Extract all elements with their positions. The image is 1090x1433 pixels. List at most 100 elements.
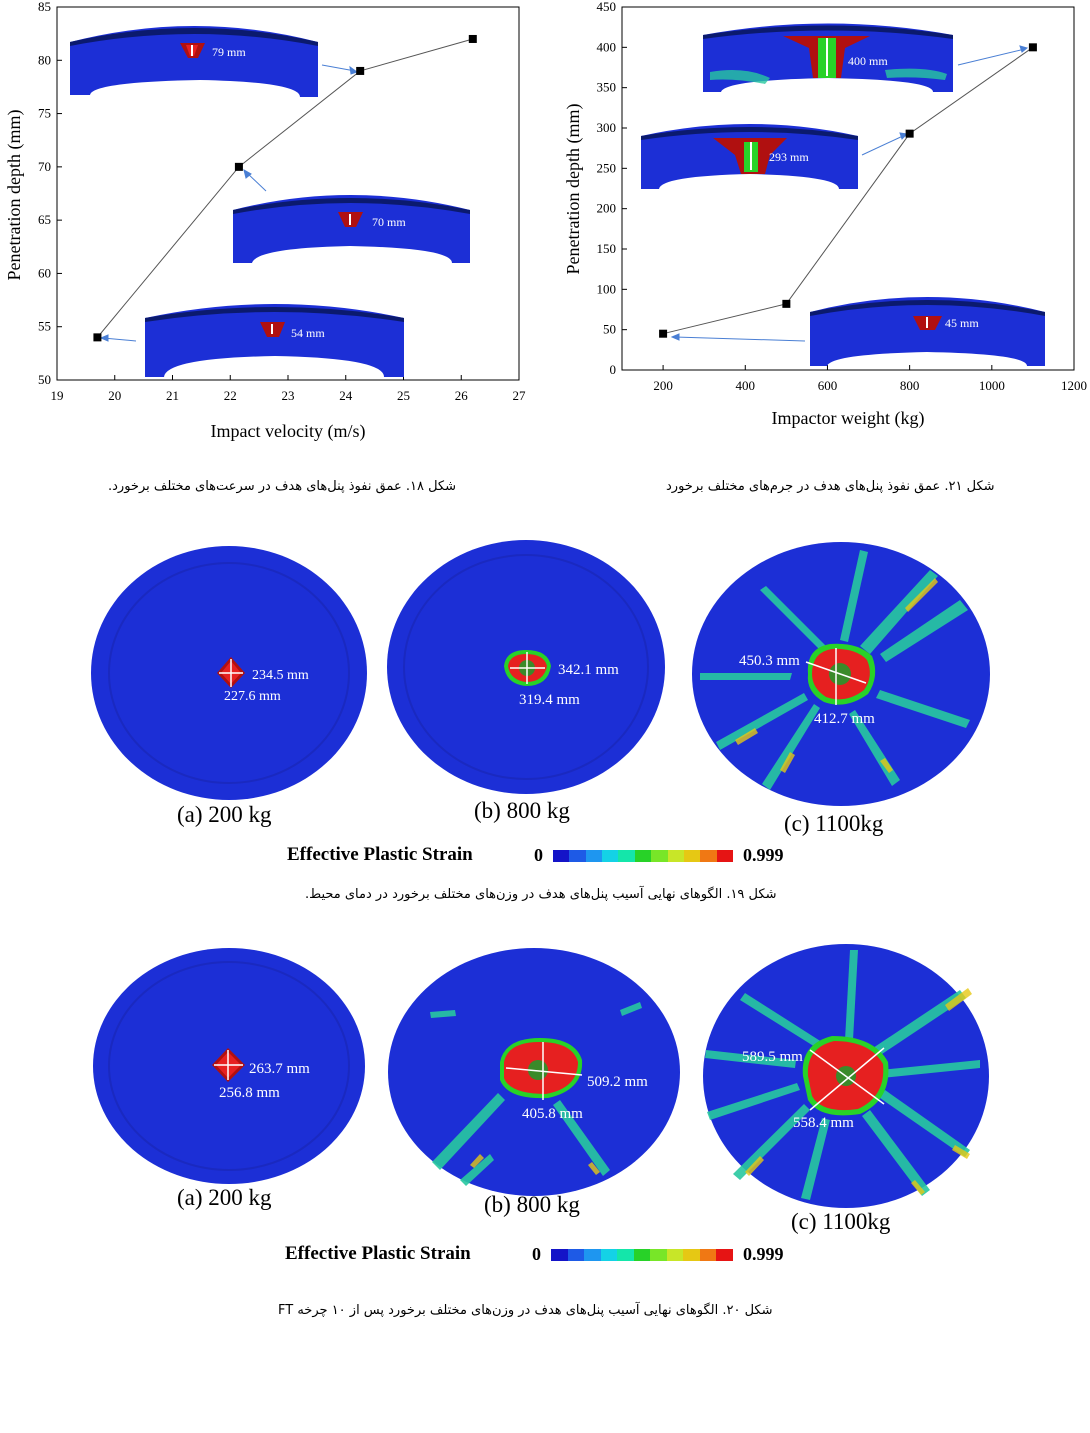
weight-y-tick-label: 0 [610, 362, 617, 377]
inset-panel-54: 54 mm [145, 304, 404, 377]
inset-panel-293: 293 mm [641, 124, 858, 189]
fig19-legend-max: 0.999 [743, 845, 784, 865]
weight-data-point [659, 329, 668, 338]
velocity-data-point [234, 162, 243, 171]
velocity-y-tick-label: 80 [38, 52, 51, 67]
panel-b-800kg: 509.2 mm 405.8 mm [388, 948, 680, 1196]
panel-c-dim2: 412.7 mm [814, 711, 875, 727]
inset-label-293: 293 mm [769, 150, 809, 164]
fig20-label-c: (c) 1100kg [791, 1209, 891, 1234]
inset-label-54: 54 mm [291, 326, 325, 340]
colorbar-segment [634, 850, 652, 862]
fig19-label-c: (c) 1100kg [784, 811, 884, 836]
caption-fig19: شکل ۱۹. الگوهای نهایی آسیب پنل‌های هدف د… [305, 887, 777, 902]
velocity-y-tick-label: 85 [38, 0, 51, 14]
velocity-x-tick-label: 22 [224, 388, 237, 403]
inset-label-45: 45 mm [945, 316, 979, 330]
velocity-data-point [356, 66, 365, 75]
fig19-legend-colorbar [553, 850, 733, 862]
colorbar-segment [618, 850, 635, 862]
colorbar-segment [585, 850, 603, 862]
colorbar-segment [650, 1249, 667, 1261]
fig20-legend-colorbar [551, 1249, 734, 1261]
panel-c-dim1: 589.5 mm [742, 1049, 803, 1065]
panel-b-dim2: 319.4 mm [519, 692, 580, 708]
panel-a-200kg: 263.7 mm 256.8 mm [93, 948, 365, 1184]
inset-panel-45: 45 mm [810, 297, 1045, 366]
velocity-x-tick-label: 25 [397, 388, 410, 403]
penetration-vs-weight-chart: 200 400 600 800 1000 1200 0 50 100 150 200 250 300 35… [563, 0, 1088, 429]
velocity-y-tick-label: 60 [38, 265, 51, 280]
weight-y-tick-label: 200 [597, 201, 617, 216]
weight-x-tick-label: 800 [900, 378, 920, 393]
weight-x-tick-label: 400 [736, 378, 756, 393]
velocity-x-tick-label: 26 [455, 388, 469, 403]
panel-b-dim2: 405.8 mm [522, 1106, 583, 1122]
colorbar-segment [553, 850, 570, 862]
panel-a-dim1: 234.5 mm [252, 668, 309, 683]
fig19-legend-min: 0 [534, 845, 543, 865]
velocity-y-tick-label: 70 [38, 159, 51, 174]
tick-layer: 200 400 600 800 1000 1200 0 50 100 150 200 250 300 35… [597, 0, 1088, 393]
weight-y-tick-label: 450 [597, 0, 617, 14]
weight-y-tick-label: 300 [597, 120, 617, 135]
colorbar-segment [683, 1249, 700, 1261]
velocity-x-tick-label: 20 [108, 388, 121, 403]
colorbar-segment [666, 1249, 684, 1261]
panel-a-dim2: 227.6 mm [224, 689, 281, 704]
velocity-data-point [93, 333, 102, 342]
colorbar-segment [569, 850, 586, 862]
x-axis-title: Impact velocity (m/s) [211, 421, 366, 442]
colorbar-segment [667, 850, 684, 862]
panel-b-dim1: 509.2 mm [587, 1074, 648, 1090]
weight-data-point [782, 299, 791, 308]
panel-c-dim2: 558.4 mm [793, 1115, 854, 1131]
colorbar-segment [651, 850, 668, 862]
figure-20-damage-patterns: 263.7 mm 256.8 mm 509.2 mm 405.8 mm [93, 944, 989, 1208]
velocity-y-tick-label: 65 [38, 212, 51, 227]
inset-label-400: 400 mm [848, 54, 888, 68]
y-axis-title: Penetration depth (mm) [4, 110, 25, 281]
colorbar-segment [700, 850, 717, 862]
velocity-x-tick-label: 27 [513, 388, 527, 403]
series-layer [659, 43, 1037, 338]
tick-layer: 19 20 21 22 23 24 25 26 27 50 55 60 65 70 75 80 85 [38, 0, 526, 403]
fig19-legend-title: Effective Plastic Strain [287, 844, 473, 865]
panel-b-800kg: 342.1 mm 319.4 mm [387, 540, 665, 794]
weight-x-tick-label: 1200 [1061, 378, 1087, 393]
colorbar-segment [602, 850, 619, 862]
penetration-vs-velocity-chart: 19 20 21 22 23 24 25 26 27 50 55 60 65 70 75 80 85 79 mm… [4, 0, 526, 442]
y-axis-title-right: Penetration depth (mm) [563, 104, 584, 275]
weight-x-tick-label: 200 [653, 378, 673, 393]
weight-x-tick-label: 600 [818, 378, 838, 393]
fig20-legend-min: 0 [532, 1244, 541, 1264]
velocity-x-tick-label: 21 [166, 388, 179, 403]
inset-label-79: 79 mm [212, 45, 246, 59]
colorbar-segment [617, 1249, 634, 1261]
velocity-x-tick-label: 24 [339, 388, 353, 403]
velocity-y-tick-label: 55 [38, 319, 51, 334]
weight-series-line [662, 46, 1034, 335]
series-layer [93, 34, 477, 342]
velocity-y-tick-label: 75 [38, 106, 51, 121]
panel-c-1100kg: 450.3 mm 412.7 mm [692, 542, 990, 806]
weight-y-tick-label: 150 [597, 241, 617, 256]
velocity-x-tick-label: 23 [282, 388, 295, 403]
colorbar-segment [600, 1249, 618, 1261]
panel-b-dim1: 342.1 mm [558, 662, 619, 678]
panel-a-200kg: 234.5 mm 227.6 mm [91, 546, 367, 800]
weight-y-tick-label: 400 [597, 39, 617, 54]
colorbar-segment [567, 1249, 585, 1261]
weight-y-tick-label: 350 [597, 80, 617, 95]
inset-label-70: 70 mm [372, 215, 406, 229]
panel-c-1100kg: 589.5 mm 558.4 mm [703, 944, 989, 1208]
weight-data-point [1028, 43, 1037, 52]
colorbar-segment [699, 1249, 717, 1261]
fig20-label-a: (a) 200 kg [177, 1185, 272, 1210]
weight-y-tick-label: 250 [597, 160, 617, 175]
x-axis-title: Impactor weight (kg) [772, 408, 925, 429]
velocity-x-tick-label: 19 [51, 388, 64, 403]
caption-fig18: شکل ۱۸. عمق نفوذ پنل‌های هدف در سرعت‌های… [108, 479, 456, 494]
weight-data-point [905, 129, 914, 138]
fig20-legend-max: 0.999 [743, 1244, 784, 1264]
